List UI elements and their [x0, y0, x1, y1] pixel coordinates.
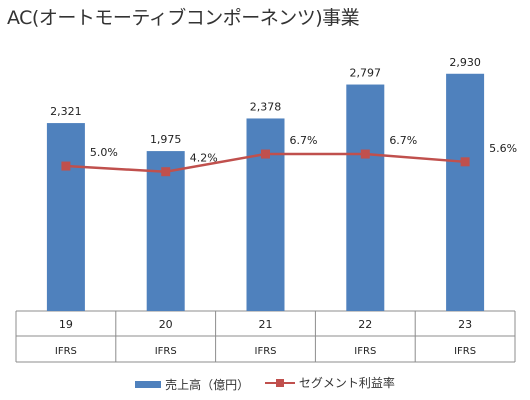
margin-value-label-19: 5.0% [90, 146, 118, 159]
bar-value-label-19: 2,321 [50, 105, 82, 118]
category-label-22: 22 [358, 318, 372, 331]
margin-value-label-22: 6.7% [389, 134, 417, 147]
chart-title: AC(オートモーティブコンポーネンツ)事業 [7, 7, 360, 29]
subcategory-label-20: IFRS [155, 346, 177, 357]
margin-point-20 [161, 167, 171, 177]
bar-22 [346, 84, 385, 311]
category-label-19: 19 [59, 318, 73, 331]
bar-value-label-22: 2,797 [350, 67, 382, 80]
legend-line-swatch [264, 378, 295, 388]
legend-label-sales: 売上高（億円） [165, 377, 250, 392]
bar-value-label-23: 2,930 [449, 56, 481, 69]
margin-point-23 [460, 157, 470, 167]
category-label-23: 23 [458, 318, 472, 331]
subcategory-label-22: IFRS [354, 346, 376, 357]
category-label-21: 21 [259, 318, 273, 331]
margin-value-label-23: 5.6% [489, 142, 517, 155]
legend: 売上高（億円） セグメント利益率 [0, 374, 530, 393]
bar-20 [146, 151, 185, 311]
bar-value-label-21: 2,378 [250, 100, 282, 113]
margin-value-label-20: 4.2% [190, 152, 218, 165]
subcategory-label-19: IFRS [55, 346, 77, 357]
bar-value-label-20: 1,975 [150, 133, 182, 146]
legend-bar-swatch [135, 380, 162, 388]
category-label-20: 20 [159, 318, 173, 331]
bar-21 [246, 118, 285, 311]
margin-point-21 [261, 149, 270, 159]
bar-19 [46, 123, 85, 311]
legend-item-margin[interactable]: セグメント利益率 [264, 374, 395, 391]
margin-point-19 [61, 161, 71, 171]
legend-item-sales[interactable]: 売上高（億円） [135, 376, 249, 393]
subcategory-label-21: IFRS [255, 346, 277, 357]
legend-label-margin: セグメント利益率 [298, 376, 395, 390]
bar-23 [446, 73, 485, 311]
subcategory-label-23: IFRS [454, 346, 476, 357]
margin-value-label-21: 6.7% [290, 134, 318, 147]
margin-point-22 [360, 149, 370, 159]
